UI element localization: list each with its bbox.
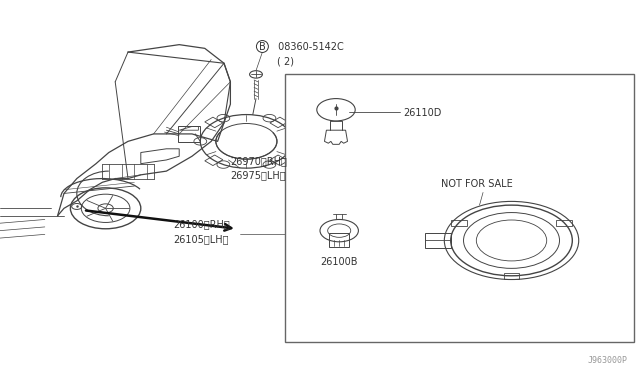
Bar <box>451 220 467 226</box>
Text: 08360-5142C: 08360-5142C <box>275 42 344 51</box>
Bar <box>425 233 451 248</box>
Bar <box>285 74 634 342</box>
Bar <box>205 117 223 128</box>
Bar <box>504 273 519 279</box>
Bar <box>270 117 288 128</box>
Text: NOT FOR SALE: NOT FOR SALE <box>441 179 513 189</box>
Bar <box>329 232 349 247</box>
Text: 26110D: 26110D <box>403 109 442 118</box>
Text: 26100〈RH〉: 26100〈RH〉 <box>173 219 230 229</box>
Text: B: B <box>259 42 266 51</box>
Text: ( 2): ( 2) <box>277 57 294 66</box>
Text: 26105〈LH〉: 26105〈LH〉 <box>173 234 228 244</box>
Bar <box>557 220 572 226</box>
Bar <box>205 155 223 166</box>
Text: 26970〈RH〉: 26970〈RH〉 <box>230 155 287 166</box>
Text: J963000P: J963000P <box>588 356 627 365</box>
Bar <box>270 155 288 166</box>
Text: 26975〈LH〉: 26975〈LH〉 <box>230 170 286 180</box>
Text: 26100B: 26100B <box>321 257 358 267</box>
